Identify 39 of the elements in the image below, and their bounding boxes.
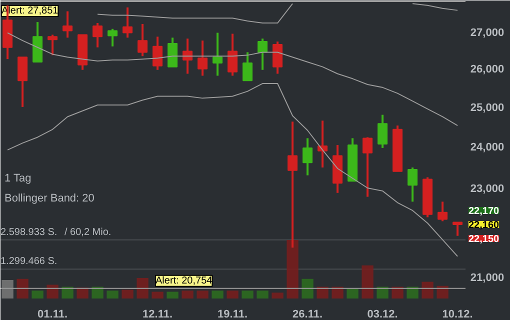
candlestick [48, 34, 58, 56]
text: 22,170 [468, 206, 500, 217]
candlestick [438, 200, 448, 222]
annotation: / 60,2 Mio. [64, 226, 112, 238]
candlestick [242, 51, 253, 82]
x-tick-label: 26.11. [292, 308, 323, 320]
candlestick [212, 32, 223, 77]
candlestick [62, 10, 73, 39]
candlestick [108, 28, 118, 48]
candlestick [168, 36, 178, 68]
x-tick-label: 10.12. [442, 308, 473, 320]
x-tick-label: 12.11. [142, 308, 173, 320]
x-tick-label: 01.11. [38, 308, 68, 320]
y-tick-label: 26,000 [470, 64, 504, 76]
candlestick [228, 32, 238, 77]
annotation: Bollinger Band: 20 [4, 192, 94, 204]
y-tick-label: 25,000 [470, 102, 504, 114]
y2-tick-label: 1.299.466 S. [0, 256, 58, 268]
candlestick [408, 166, 418, 203]
y-tick-label: 24,000 [470, 142, 504, 154]
candlestick [198, 40, 208, 77]
candlestick [452, 221, 463, 237]
y-tick-label: 27,000 [470, 26, 504, 39]
candlestick [302, 137, 313, 176]
candlestick [378, 114, 388, 149]
candlestick [272, 40, 283, 75]
candlestick [152, 36, 163, 71]
annotation: 1 Tag [4, 172, 32, 184]
candlestick [18, 56, 28, 108]
x-tick-label: 19.11. [218, 308, 248, 320]
x-tick-label: 03.12. [367, 308, 398, 320]
y-tick-label: 23,000 [470, 183, 504, 196]
candlestick [92, 22, 103, 48]
candlestick [362, 136, 373, 198]
candlestick [122, 6, 133, 39]
candlestick [138, 22, 148, 58]
y2-tick-label: 2.598.933 S. [0, 226, 58, 238]
y-tick-label: 21,000 [470, 272, 504, 284]
candlestick [258, 38, 268, 71]
